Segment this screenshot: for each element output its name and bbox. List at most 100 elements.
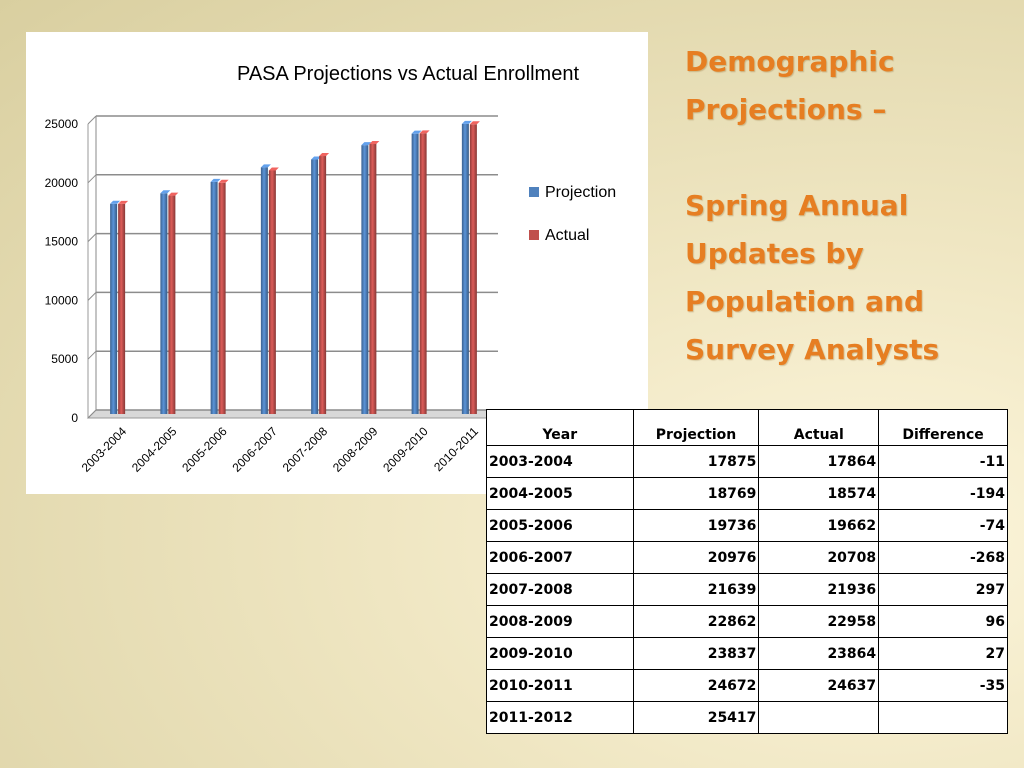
gridline-diagonal [87, 409, 97, 419]
cell-year: 2003-2004 [486, 445, 634, 478]
bar-projection-2008-2009 [361, 145, 369, 414]
gridline-diagonal [87, 174, 97, 184]
bar-top-actual-2008-2009 [369, 141, 380, 145]
table-row: 2006-2007 20976 20708 -268 [486, 541, 1008, 574]
gridline-diagonal [87, 233, 97, 242]
x-tick-label: 2008-2009 [330, 424, 381, 475]
bar-projection-2003-2004 [110, 203, 118, 414]
bar-top-actual-2007-2008 [319, 153, 330, 157]
cell-year: 2006-2007 [486, 541, 634, 574]
cell-projection: 22862 [632, 605, 760, 638]
cell-actual: 23864 [758, 637, 880, 670]
x-tick-label: 2010-2011 [431, 424, 481, 474]
table-row: 2009-2010 23837 23864 27 [486, 637, 1008, 670]
y-tick-label: 5000 [51, 352, 78, 366]
cell-difference: 297 [878, 573, 1008, 606]
bar-actual-2009-2010 [419, 133, 427, 414]
bar-top-actual-2003-2004 [118, 200, 129, 204]
bar-actual-2003-2004 [118, 203, 126, 414]
cell-year: 2005-2006 [486, 509, 634, 542]
x-tick-label: 2005-2006 [179, 424, 230, 475]
gridline-diagonal [87, 350, 97, 360]
bar-top-actual-2005-2006 [218, 179, 229, 183]
bar-projection-2005-2006 [210, 181, 218, 414]
table-row: 2004-2005 18769 18574 -194 [486, 477, 1008, 510]
bar-top-projection-2006-2007 [260, 164, 271, 168]
chart-title: PASA Projections vs Actual Enrollment [237, 63, 579, 85]
cell-projection: 18769 [632, 477, 760, 510]
cell-year: 2011-2012 [486, 701, 634, 734]
header-difference: Difference [878, 409, 1008, 446]
cell-actual: 24637 [758, 669, 880, 702]
bar-top-actual-2004-2005 [168, 192, 179, 196]
table-header-row: Year Projection Actual Difference [486, 409, 1008, 446]
y-tick-label: 15000 [45, 235, 79, 249]
cell-year: 2009-2010 [486, 637, 634, 670]
chart-floor [86, 409, 500, 419]
bar-actual-2006-2007 [268, 170, 276, 414]
cell-year: 2004-2005 [486, 477, 634, 510]
cell-actual: 19662 [758, 509, 880, 542]
cell-difference [878, 701, 1008, 734]
y-tick-label: 20000 [45, 176, 79, 190]
title-line-2: Projections – [685, 93, 887, 126]
cell-projection: 17875 [632, 445, 760, 478]
bar-top-actual-2006-2007 [268, 167, 279, 171]
cell-difference: -11 [878, 445, 1008, 478]
bar-top-projection-2004-2005 [160, 190, 171, 194]
enrollment-bar-chart: PASA Projections vs Actual Enrollment 0 50… [45, 63, 617, 475]
legend-label-actual: Actual [545, 227, 589, 244]
bar-projection-2004-2005 [160, 193, 168, 414]
bar-top-actual-2009-2010 [419, 130, 430, 134]
cell-actual: 21936 [758, 573, 880, 606]
table-row: 2010-2011 24672 24637 -35 [486, 669, 1008, 702]
bar-projection-2010-2011 [461, 123, 469, 415]
y-tick-label: 25000 [45, 117, 79, 131]
bar-actual-2008-2009 [369, 144, 377, 414]
enrollment-table: Year Projection Actual Difference 2003-2… [486, 409, 1008, 734]
cell-projection: 21639 [632, 573, 760, 606]
bar-actual-2007-2008 [319, 156, 327, 414]
cell-difference: -35 [878, 669, 1008, 702]
header-actual: Actual [758, 409, 880, 446]
x-tick-label: 2003-2004 [79, 424, 130, 475]
cell-projection: 23837 [632, 637, 760, 670]
bar-top-actual-2010-2011 [469, 121, 480, 125]
cell-difference: -74 [878, 509, 1008, 542]
legend-swatch-projection [529, 187, 539, 197]
bar-top-projection-2007-2008 [311, 156, 322, 160]
table-row: 2003-2004 17875 17864 -11 [486, 445, 1008, 478]
table-row: 2007-2008 21639 21936 297 [486, 573, 1008, 606]
bar-top-projection-2003-2004 [110, 200, 121, 204]
bar-actual-2010-2011 [469, 124, 477, 414]
bar-top-projection-2010-2011 [461, 120, 472, 124]
bar-top-projection-2005-2006 [210, 178, 221, 182]
bar-projection-2009-2010 [411, 133, 419, 414]
subtitle-line-3: Population and [685, 285, 924, 318]
title-line-1: Demographic [685, 45, 895, 78]
bar-projection-2006-2007 [260, 167, 268, 414]
cell-actual: 22958 [758, 605, 880, 638]
x-tick-label: 2006-2007 [230, 424, 281, 475]
cell-year: 2007-2008 [486, 573, 634, 606]
cell-difference: 27 [878, 637, 1008, 670]
gridline-diagonal [87, 292, 97, 301]
bar-top-projection-2008-2009 [361, 142, 372, 146]
table-row: 2011-2012 25417 [486, 701, 1008, 734]
legend-label-projection: Projection [545, 184, 616, 201]
bar-top-projection-2009-2010 [411, 130, 422, 134]
cell-projection: 19736 [632, 509, 760, 542]
cell-projection: 20976 [632, 541, 760, 574]
cell-actual [758, 701, 880, 734]
cell-actual: 17864 [758, 445, 880, 478]
x-tick-label: 2004-2005 [129, 424, 180, 475]
cell-difference: 96 [878, 605, 1008, 638]
slide-title: Demographic Projections – Spring Annual … [685, 38, 1015, 374]
cell-difference: -268 [878, 541, 1008, 574]
table-row: 2008-2009 22862 22958 96 [486, 605, 1008, 638]
bar-projection-2007-2008 [311, 159, 319, 414]
cell-year: 2010-2011 [486, 669, 634, 702]
cell-difference: -194 [878, 477, 1008, 510]
header-year: Year [486, 409, 634, 446]
cell-projection: 24672 [632, 669, 760, 702]
